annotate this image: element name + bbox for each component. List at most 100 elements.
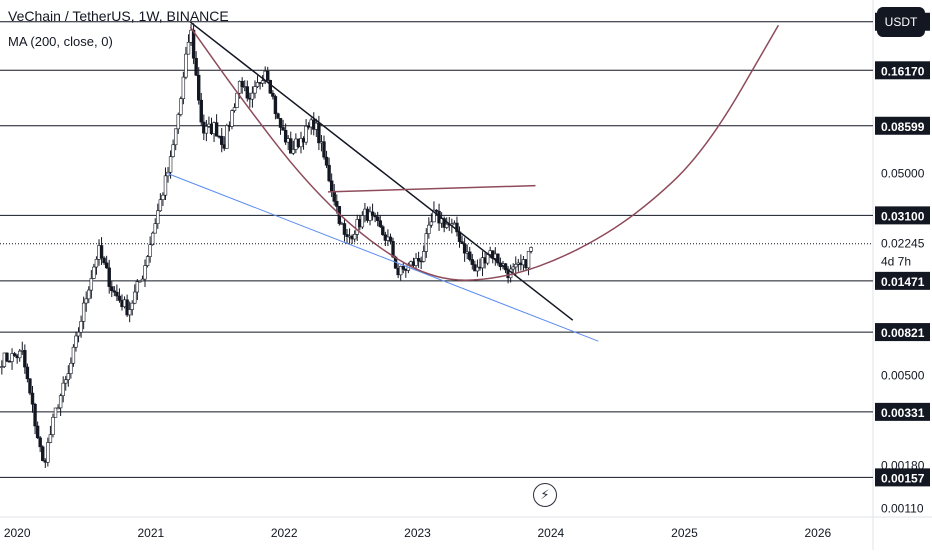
resistance-segment [327, 184, 536, 193]
candle-body [179, 98, 183, 115]
descending-trendline [189, 21, 574, 321]
candle-body [127, 309, 132, 316]
candle-body [51, 416, 55, 435]
candle-body [442, 218, 446, 228]
candle-body [161, 194, 165, 201]
level-label-bg [875, 323, 930, 342]
candle-body [514, 263, 518, 268]
candle-body [399, 266, 403, 276]
candle-body [153, 223, 157, 234]
candle-body [373, 215, 377, 218]
candle-body [12, 353, 17, 356]
candle-body [260, 80, 265, 84]
x-tick-label: 2023 [404, 526, 431, 540]
candle-body [255, 82, 260, 87]
candle-body [360, 215, 365, 228]
candle-body [176, 114, 180, 130]
candle-body [130, 302, 134, 310]
candle-body [291, 149, 296, 154]
candle-body [107, 267, 111, 287]
candle-body [64, 379, 68, 384]
candle-body [352, 234, 357, 240]
candle-body [368, 211, 372, 221]
candle-body [268, 80, 273, 94]
candle-body [84, 298, 88, 304]
y-tick-label: 0.00110 [881, 502, 924, 516]
x-tick-label: 2021 [138, 526, 165, 540]
candle-body [289, 138, 293, 154]
candle-body [526, 251, 531, 269]
candle-body [225, 125, 229, 149]
candle-body [138, 280, 142, 283]
candle-body [204, 126, 209, 134]
candle-body [99, 245, 104, 259]
candle-body [416, 258, 421, 262]
candle-body [276, 113, 280, 119]
candle-body [38, 437, 42, 448]
candle-body [378, 220, 382, 227]
y-tick-label: 0.05000 [881, 166, 925, 180]
candle-body [0, 366, 4, 368]
level-label: 0.03100 [881, 209, 925, 223]
candle-body [375, 216, 380, 222]
candle-body [150, 232, 155, 246]
candle-body [115, 291, 119, 297]
countdown-label: 4d 7h [881, 255, 911, 269]
candle-body [197, 74, 201, 101]
candle-body [61, 382, 65, 396]
candle-body [271, 92, 275, 97]
indicator-label[interactable]: MA (200, close, 0) [8, 34, 113, 49]
candle-body [462, 243, 467, 254]
candle-body [424, 233, 428, 252]
candle-body [104, 262, 109, 269]
candle-body [58, 395, 63, 409]
candle-body [148, 244, 152, 257]
candle-body [475, 266, 480, 272]
candle-body [304, 125, 308, 143]
candle-body [173, 128, 178, 146]
x-tick-label: 2022 [271, 526, 298, 540]
candle-body [143, 265, 147, 280]
candle-body [266, 70, 270, 81]
candle-body [342, 223, 347, 235]
candle-body [102, 257, 106, 264]
bolt-icon[interactable]: ⚡ [533, 483, 557, 507]
candle-body [33, 403, 37, 427]
candle-body [230, 110, 234, 127]
candle-body [511, 266, 515, 270]
level-label-bg [875, 402, 930, 421]
candle-body [468, 251, 472, 260]
level-label: 0.00821 [881, 326, 925, 340]
level-label: 0.00331 [881, 406, 925, 420]
candle-body [112, 290, 117, 293]
candle-body [94, 259, 99, 268]
candle-body [48, 434, 53, 443]
candle-body [253, 86, 257, 94]
candle-body [5, 352, 9, 362]
candle-body [529, 247, 533, 252]
candle-body [25, 366, 30, 380]
level-label-bg [875, 271, 930, 290]
candle-body [158, 199, 163, 212]
level-label-bg [875, 468, 930, 487]
candle-body [324, 156, 329, 166]
candle-body [53, 407, 58, 418]
candle-body [335, 201, 339, 207]
candle-body [283, 129, 288, 143]
candle-body [181, 76, 186, 100]
candle-body [237, 80, 242, 94]
candle-body [69, 362, 73, 374]
candle-body [199, 99, 203, 123]
candle-body [322, 141, 326, 158]
level-label-bg [875, 116, 930, 135]
candle-body [299, 138, 303, 148]
candle-body [429, 221, 434, 226]
candle-body [434, 209, 439, 212]
candle-body [56, 407, 60, 410]
candle-body [345, 234, 349, 237]
currency-button[interactable]: USDT [877, 7, 925, 37]
candle-body [427, 224, 431, 234]
x-tick-label: 2026 [804, 526, 831, 540]
